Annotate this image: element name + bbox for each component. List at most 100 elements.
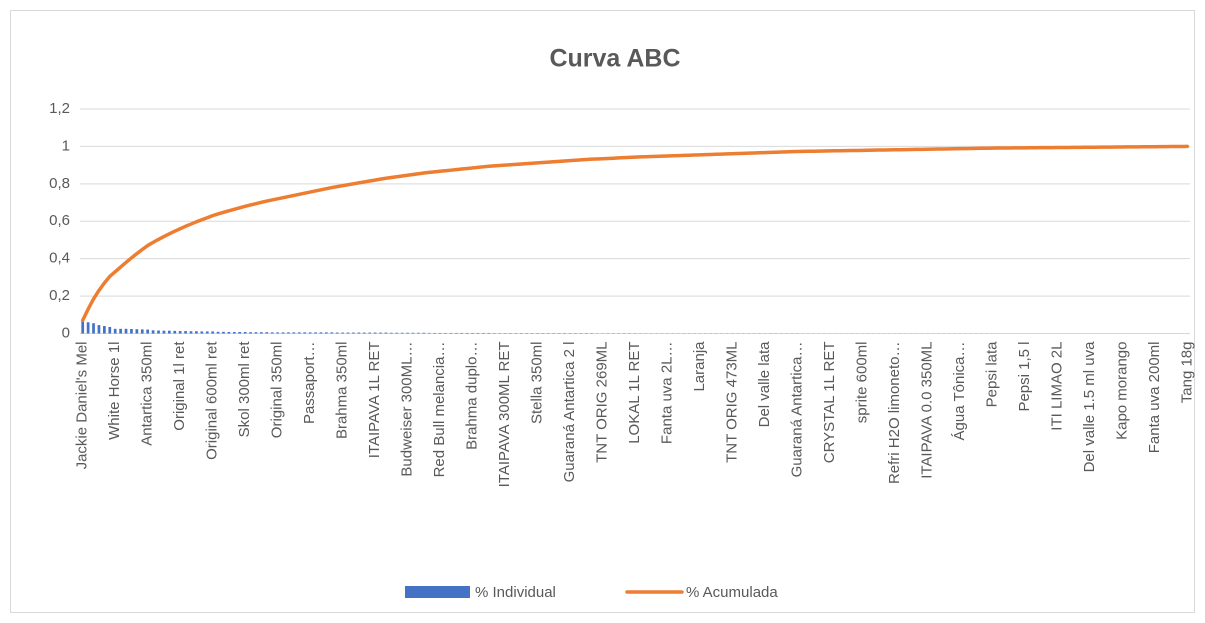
bar — [335, 332, 339, 334]
x-tick-label: Guaraná Antartica 2 l — [561, 342, 578, 483]
bar — [167, 330, 171, 334]
bar — [162, 330, 166, 334]
bar — [135, 329, 139, 334]
bar — [113, 328, 117, 334]
bar — [249, 332, 252, 334]
bar — [297, 332, 301, 334]
x-tick-label: LOKAL 1L RET — [626, 342, 643, 444]
bar — [146, 329, 150, 334]
bar — [205, 331, 209, 334]
x-tick-label: Laranja — [691, 341, 708, 392]
bar — [281, 332, 285, 334]
y-tick-label: 0,8 — [49, 175, 70, 192]
bar — [200, 331, 204, 334]
bar — [384, 332, 388, 334]
bar — [189, 331, 193, 334]
bar — [460, 332, 464, 334]
bar — [433, 332, 437, 334]
bar — [444, 332, 447, 334]
legend-label: % Individual — [475, 584, 556, 601]
chart-border — [10, 10, 1195, 613]
x-tick-label: Red Bull melancia… — [431, 342, 448, 478]
bar — [130, 329, 133, 334]
bar — [395, 332, 399, 334]
bar — [195, 331, 198, 334]
bar — [157, 330, 160, 334]
bar — [211, 331, 215, 334]
y-tick-label: 0,4 — [49, 250, 70, 267]
y-tick-label: 1,2 — [49, 100, 70, 117]
y-tick-label: 0,2 — [49, 287, 70, 304]
bar — [178, 331, 182, 334]
bar — [97, 325, 101, 334]
bar — [346, 332, 350, 334]
x-tick-label: CRYSTAL 1L RET — [821, 342, 838, 464]
line — [80, 144, 1190, 323]
x-tick-label: TNT ORIG 269ML — [593, 342, 610, 463]
x-tick-label: Fanta uva 200ml — [1146, 342, 1163, 454]
bar — [227, 332, 231, 334]
x-tick-label: Original 600ml ret — [204, 341, 221, 460]
bar — [260, 332, 263, 334]
x-tick-label: ITAIPAVA 0.0 350ML — [918, 342, 935, 479]
bar — [292, 332, 296, 334]
x-tick-label: ITAIPAVA 300ML RET — [496, 342, 513, 488]
x-tick-label: Skol 300ml ret — [236, 341, 253, 438]
x-tick-label: Kapo morango — [1113, 342, 1130, 440]
y-tick-label: 1 — [62, 137, 70, 154]
bar — [427, 332, 431, 334]
legend-label: % Acumulada — [686, 584, 778, 601]
bar — [357, 332, 361, 334]
y-tick-label: 0,6 — [49, 212, 70, 229]
x-tick-label: Stella 350ml — [529, 342, 546, 425]
x-tick-label: Refri H2O limoneto… — [886, 342, 903, 485]
bar — [173, 330, 177, 334]
bar — [222, 331, 225, 334]
x-tick-label: Original 350ml — [269, 342, 286, 439]
x-tick-label: Guaraná Antartica… — [788, 342, 805, 478]
bar — [151, 330, 155, 334]
bar — [243, 332, 247, 334]
bar — [465, 332, 469, 334]
chart-title: Curva ABC — [549, 45, 680, 73]
bar — [330, 332, 334, 334]
bar — [422, 332, 426, 334]
x-tick-label: Fanta uva 2L… — [658, 342, 675, 445]
bar — [184, 331, 187, 334]
bar — [287, 332, 290, 334]
x-tick-label: TNT ORIG 473ML — [723, 342, 740, 463]
bar — [319, 332, 323, 334]
bar — [140, 329, 144, 334]
bar — [368, 332, 372, 334]
bar — [471, 332, 474, 334]
x-tick-label: Original 1l ret — [171, 341, 188, 431]
bar — [438, 332, 442, 334]
x-tick-label: Pepsi lata — [983, 341, 1000, 408]
x-tick-label: Pepsi 1,5 l — [1016, 342, 1033, 412]
x-tick-label: Passaport… — [301, 342, 318, 425]
x-tick-label: ITI LIMAO 2L — [1048, 342, 1065, 431]
bar — [232, 332, 236, 334]
bar — [352, 332, 355, 334]
bar — [314, 332, 317, 334]
y-tick-label: 0 — [62, 324, 70, 341]
bar — [276, 332, 279, 334]
x-tick-label: sprite 600ml — [853, 342, 870, 424]
bar — [325, 332, 328, 334]
bar — [476, 332, 480, 334]
x-tick-label: Del valle lata — [756, 341, 773, 428]
bar — [411, 332, 415, 334]
bar — [254, 332, 258, 334]
bar — [400, 332, 404, 334]
x-tick-label: White Horse 1l — [106, 342, 123, 440]
bar — [308, 332, 312, 334]
x-tick-label: Tang 18g — [1178, 342, 1195, 404]
bar — [417, 332, 420, 334]
bar — [103, 326, 106, 334]
legend-swatch — [405, 586, 470, 598]
bar — [92, 323, 95, 334]
bar — [238, 332, 242, 334]
bar — [81, 320, 85, 334]
x-tick-label: Brahma 350ml — [334, 342, 351, 440]
